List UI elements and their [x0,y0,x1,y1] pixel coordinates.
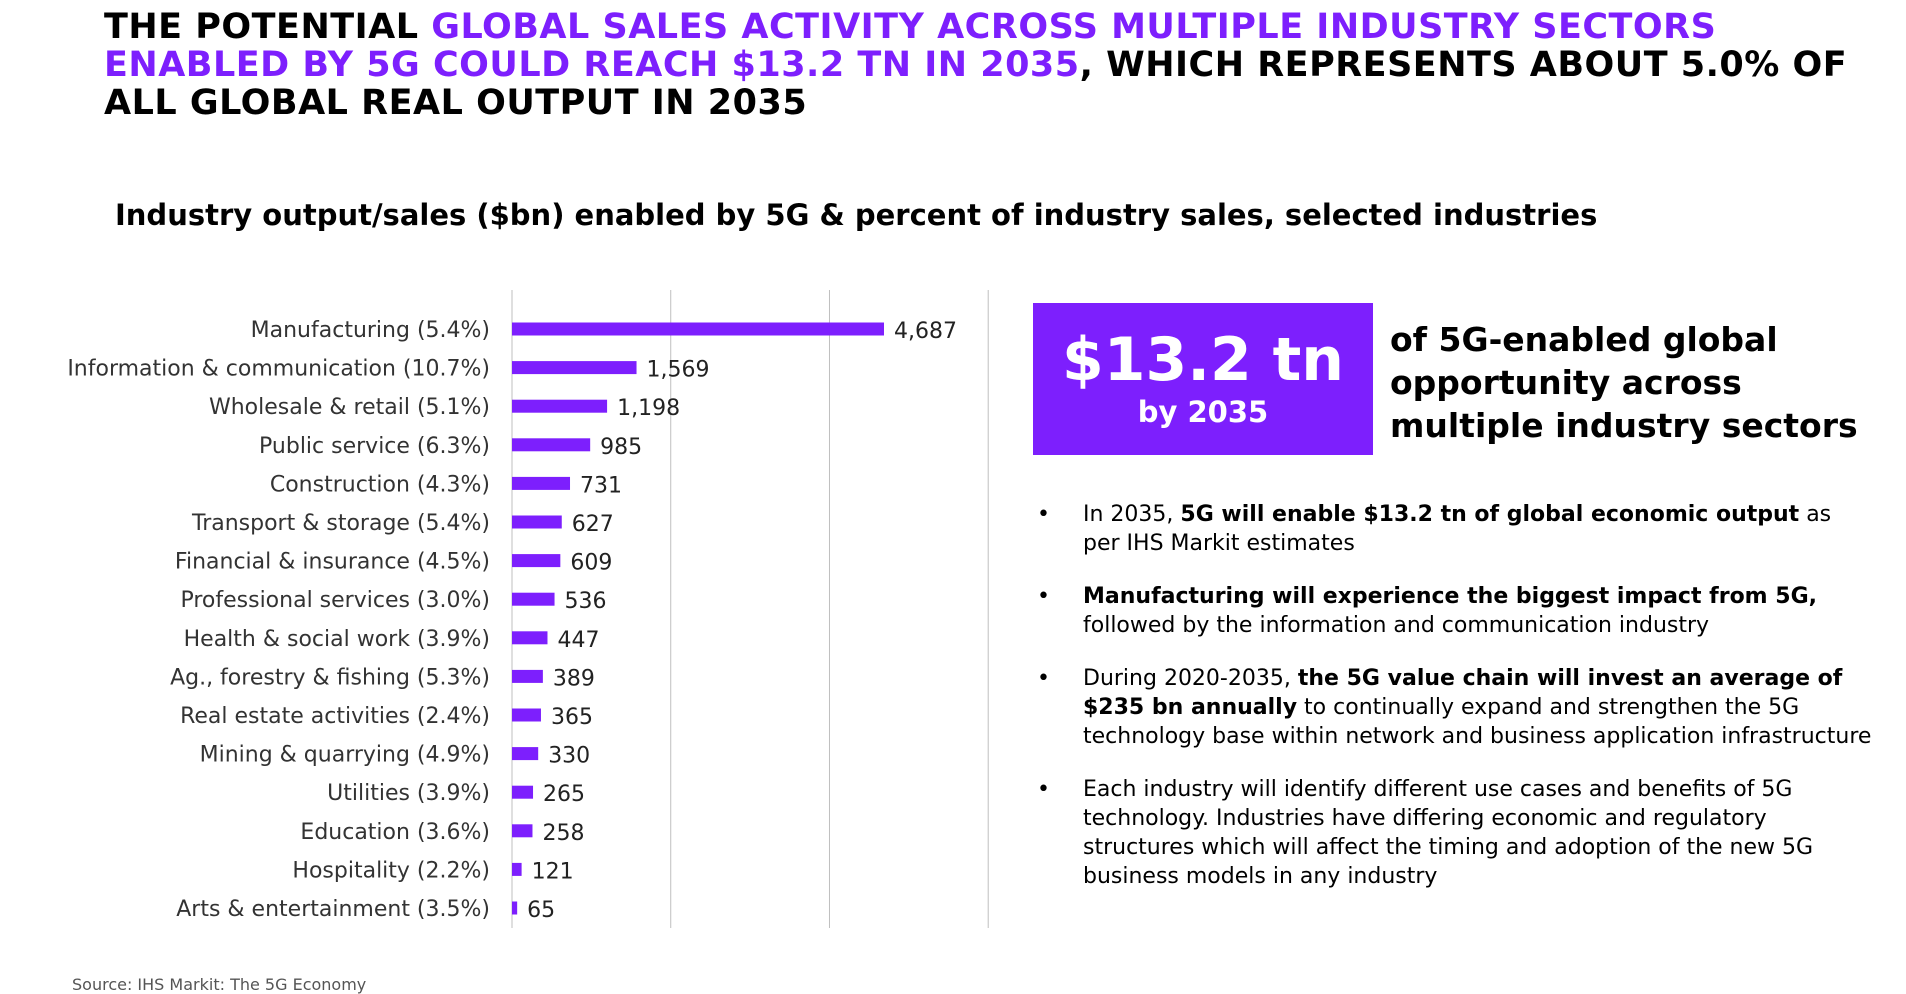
value-label: 121 [532,859,574,884]
bar [512,708,541,722]
value-label: 65 [527,898,555,923]
bar [512,747,539,761]
headline: THE POTENTIAL GLOBAL SALES ACTIVITY ACRO… [104,8,1884,122]
category-label: Financial & insurance (4.5%) [175,550,490,575]
bar [512,631,548,645]
headline-accent: GLOBAL SALES ACTIVITY ACROSS MULTIPLE IN… [104,7,1717,85]
bar [512,476,571,490]
value-label: 731 [580,473,622,498]
category-label: Arts & entertainment (3.5%) [176,897,490,922]
bar [512,361,637,375]
chart-title: Industry output/sales ($bn) enabled by 5… [115,198,1598,232]
category-label: Information & communication (10.7%) [67,357,490,382]
bar [512,515,562,529]
value-label: 265 [543,782,585,807]
value-label: 447 [557,628,599,653]
source-note: Source: IHS Markit: The 5G Economy [72,975,367,994]
bar [512,824,533,838]
category-label: Hospitality (2.2%) [292,858,490,883]
bar [512,901,518,915]
value-label: 985 [600,435,642,460]
category-label: Professional services (3.0%) [180,588,490,613]
category-label: Transport & storage (5.4%) [191,511,490,536]
bar [512,322,884,336]
callout-text: of 5G-enabled global opportunity across … [1390,320,1858,445]
bullet-dot: • [1037,584,1050,609]
bullet-pre: During 2020-2035, [1083,666,1298,691]
category-label: Mining & quarrying (4.9%) [200,743,490,768]
bar [512,785,534,799]
bullet-item: • In 2035, 5G will enable $13.2 tn of glo… [1033,500,1873,558]
category-label: Public service (6.3%) [259,434,490,459]
bullet-bold: 5G will enable $13.2 tn of global econom… [1180,502,1800,527]
bullet-item: • Each industry will identify different u… [1033,775,1873,891]
bar [512,592,555,606]
bar [512,862,522,876]
category-label: Education (3.6%) [300,820,490,845]
bullet-dot: • [1037,502,1050,527]
value-label: 536 [565,589,607,614]
bar [512,669,543,683]
category-label: Construction (4.3%) [270,472,490,497]
category-label: Manufacturing (5.4%) [251,318,490,343]
callout-box: $13.2 tn by 2035 [1033,303,1373,455]
bullet-item: • During 2020-2035, the 5G value chain wi… [1033,664,1873,751]
bullet-pre: In 2035, [1083,502,1181,527]
value-label: 609 [570,551,612,576]
value-label: 4,687 [894,319,957,344]
bar-chart: Manufacturing (5.4%) 4,687 Information & c… [67,290,989,928]
category-label: Ag., forestry & fishing (5.3%) [170,665,490,690]
headline-part1: THE POTENTIAL [104,7,432,47]
bullet-bold: Manufacturing will experience the bigges… [1083,584,1817,609]
bullet-pre: Each industry will identify different us… [1083,777,1814,889]
callout-value: $13.2 tn [1061,325,1345,395]
bullet-post: as per IHS Markit estimates [1083,502,1832,556]
bar [512,554,561,568]
bullet-item: • Manufacturing will experience the bigge… [1033,582,1873,640]
value-label: 389 [553,666,595,691]
category-label: Real estate activities (2.4%) [180,704,490,729]
category-label: Health & social work (3.9%) [184,627,490,652]
bullet-bold: the 5G value chain will invest an averag… [1083,666,1843,720]
bar [512,399,608,413]
bullet-list: • In 2035, 5G will enable $13.2 tn of glo… [1033,500,1873,915]
category-label: Wholesale & retail (5.1%) [209,395,490,420]
value-label: 330 [548,744,590,769]
bullet-post: followed by the information and communic… [1083,613,1710,638]
value-label: 365 [551,705,593,730]
category-label: Utilities (3.9%) [327,781,490,806]
value-label: 1,198 [617,396,680,421]
headline-part2: , WHICH REPRESENTS ABOUT 5.0% OF ALL GLO… [104,45,1848,123]
bullet-dot: • [1037,666,1050,691]
bar [512,438,591,452]
value-label: 258 [542,821,584,846]
callout-year: by 2035 [1137,395,1269,429]
bullet-post: to continually expand and strengthen the… [1083,695,1872,749]
value-label: 1,569 [647,358,710,383]
value-label: 627 [572,512,614,537]
bullet-dot: • [1037,777,1050,802]
